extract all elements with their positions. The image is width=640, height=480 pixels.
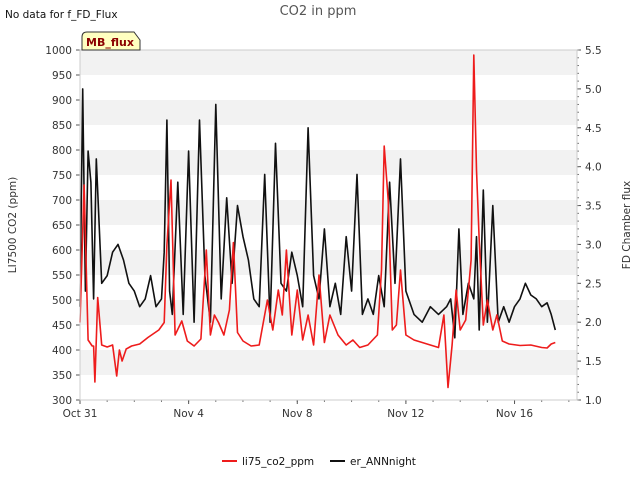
y2-tick-label: 1.0 bbox=[585, 395, 602, 407]
chart-title: CO2 in ppm bbox=[280, 4, 357, 19]
legend-label-ann: er_ANNnight bbox=[350, 456, 416, 468]
y-tick-label: 550 bbox=[52, 270, 72, 282]
background-band bbox=[80, 250, 577, 275]
background-band bbox=[80, 75, 577, 100]
series-line-er_ANNnight bbox=[79, 88, 557, 339]
background-band bbox=[80, 125, 577, 150]
y-tick-label: 350 bbox=[52, 370, 72, 382]
y-tick-label: 900 bbox=[52, 95, 72, 107]
series-lines bbox=[79, 54, 557, 389]
x-tick-label: Nov 8 bbox=[282, 408, 313, 420]
background-band bbox=[80, 100, 577, 125]
y2-tick-label: 3.0 bbox=[585, 239, 602, 251]
y-tick-label: 700 bbox=[52, 195, 72, 207]
y2-tick-label: 5.5 bbox=[585, 45, 602, 57]
background-band bbox=[80, 350, 577, 375]
y-axis-label: LI7500 CO2 (ppm) bbox=[7, 177, 19, 273]
mb-flux-badge: MB_flux bbox=[81, 31, 141, 51]
y-tick-label: 300 bbox=[52, 395, 72, 407]
background-bands bbox=[80, 50, 577, 400]
y2-tick-label: 3.5 bbox=[585, 201, 602, 213]
y-tick-label: 750 bbox=[52, 170, 72, 182]
y2-tick-label: 1.5 bbox=[585, 356, 602, 368]
series-line-li75_co2_ppm bbox=[79, 54, 556, 389]
background-band bbox=[80, 50, 577, 75]
y-tick-label: 600 bbox=[52, 245, 72, 257]
y2-tick-label: 2.5 bbox=[585, 278, 602, 290]
y-tick-label: 1000 bbox=[45, 45, 72, 57]
x-tick-label: Nov 4 bbox=[173, 408, 204, 420]
y-tick-label: 650 bbox=[52, 220, 72, 232]
x-tick-label: Oct 31 bbox=[63, 408, 98, 420]
x-tick-label: Nov 16 bbox=[496, 408, 534, 420]
y-tick-label: 450 bbox=[52, 320, 72, 332]
y-tick-label: 850 bbox=[52, 120, 72, 132]
left-axis-ticks: 300 350 400 450 500 550 600 650 700 750 800 850 900 9… bbox=[45, 45, 80, 407]
background-band bbox=[80, 375, 577, 400]
y2-axis-label: FD Chamber flux bbox=[621, 181, 633, 269]
y2-tick-label: 2.0 bbox=[585, 317, 602, 329]
y-tick-label: 500 bbox=[52, 295, 72, 307]
background-band bbox=[80, 200, 577, 225]
y2-tick-label: 5.0 bbox=[585, 84, 602, 96]
background-band bbox=[80, 325, 577, 350]
x-axis-ticks: Oct 31 Nov 4 Nov 8 Nov 12 Nov 16 bbox=[63, 400, 570, 420]
y-tick-label: 400 bbox=[52, 345, 72, 357]
background-band bbox=[80, 225, 577, 250]
right-axis-ticks: 1.0 1.5 2.0 2.5 3.0 3.5 4.0 4.5 5.0 5.5 bbox=[577, 45, 602, 407]
x-tick-label: Nov 12 bbox=[387, 408, 424, 420]
legend: li75_co2_ppm er_ANNnight bbox=[222, 456, 416, 468]
top-left-note: No data for f_FD_Flux bbox=[5, 9, 118, 21]
plot-frame bbox=[79, 49, 578, 401]
legend-label-li75: li75_co2_ppm bbox=[242, 456, 314, 468]
y-tick-label: 800 bbox=[52, 145, 72, 157]
background-band bbox=[80, 175, 577, 200]
mb-flux-badge-label: MB_flux bbox=[86, 36, 134, 49]
y2-tick-label: 4.5 bbox=[585, 123, 602, 135]
background-band bbox=[80, 150, 577, 175]
y2-tick-label: 4.0 bbox=[585, 162, 602, 174]
y-tick-label: 950 bbox=[52, 70, 72, 82]
